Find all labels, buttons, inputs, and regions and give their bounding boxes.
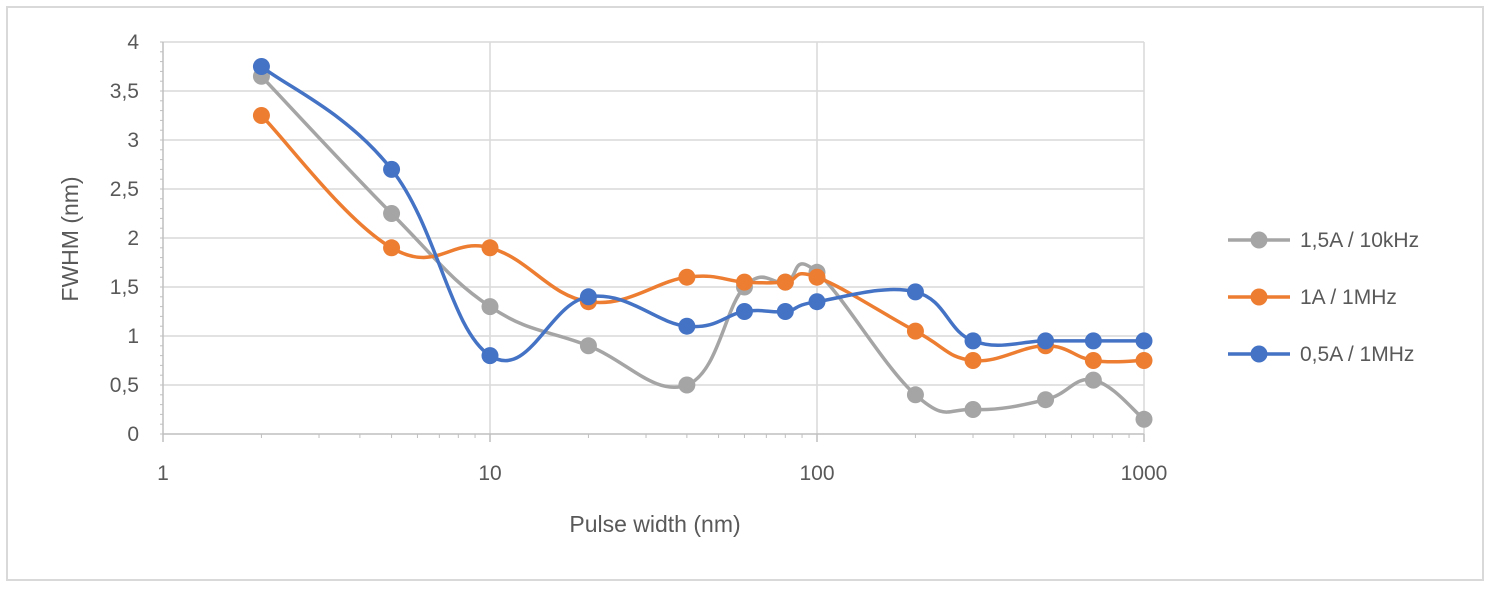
data-point — [678, 317, 696, 335]
data-point — [481, 239, 499, 257]
data-point — [252, 107, 270, 124]
data-point — [1084, 371, 1102, 389]
data-point — [579, 337, 597, 355]
data-point — [964, 332, 982, 350]
data-point — [481, 347, 499, 365]
legend-label: 1A / 1MHz — [1300, 286, 1397, 309]
y-tick-label: 4 — [127, 31, 139, 54]
x-tick-label: 10 — [478, 462, 501, 485]
legend-entry: 1A / 1MHz — [1228, 286, 1397, 309]
data-point — [964, 401, 982, 418]
y-tick-label: 1,5 — [110, 276, 139, 299]
data-point — [1135, 332, 1153, 350]
data-point — [481, 298, 499, 316]
series-line — [259, 74, 1146, 422]
series-layer — [252, 58, 1153, 428]
data-point — [1135, 352, 1153, 369]
series-2 — [252, 107, 1153, 369]
data-point — [906, 386, 924, 404]
legend-marker — [1250, 345, 1268, 363]
legend-entry: 0,5A / 1MHz — [1228, 343, 1414, 366]
legend-label: 1,5A / 10kHz — [1300, 229, 1419, 252]
data-point — [808, 268, 826, 286]
x-tick-label: 1 — [157, 462, 169, 485]
data-point — [776, 273, 794, 291]
x-tick-label: 100 — [799, 462, 834, 485]
x-axis-title: Pulse width (nm) — [569, 511, 740, 537]
grid-lines — [163, 41, 1145, 434]
y-tick-label: 2 — [127, 227, 139, 250]
y-tick-label: 0,5 — [110, 374, 139, 397]
data-point — [1037, 332, 1055, 350]
series-1 — [252, 67, 1153, 428]
data-point — [383, 239, 401, 257]
y-tick-label: 1 — [127, 325, 139, 348]
data-point — [579, 288, 597, 306]
tick-labels: 0 0,5 1 1,5 2 2,5 3 3,5 4 1 10 100 1000 — [110, 31, 1168, 485]
data-point — [735, 273, 753, 291]
legend: 1,5A / 10kHz 1A / 1MHz 0,5A / 1MHz — [1228, 229, 1419, 366]
series-3 — [252, 58, 1153, 365]
data-point — [383, 205, 401, 222]
y-axis-title: FWHM (nm) — [57, 176, 83, 301]
data-point — [383, 160, 401, 178]
data-point — [1135, 410, 1153, 428]
series-line — [259, 113, 1146, 364]
data-point — [1037, 391, 1055, 409]
y-tick-label: 2,5 — [110, 178, 139, 201]
data-point — [678, 376, 696, 394]
data-point — [735, 303, 753, 320]
data-point — [906, 322, 924, 340]
axes — [160, 41, 1145, 442]
legend-marker — [1250, 231, 1268, 249]
x-tick-label: 1000 — [1121, 462, 1168, 485]
data-point — [252, 58, 270, 75]
legend-label: 0,5A / 1MHz — [1300, 343, 1414, 366]
y-tick-label: 0 — [127, 423, 139, 446]
data-point — [678, 268, 696, 286]
legend-marker — [1250, 288, 1268, 306]
data-point — [1084, 352, 1102, 369]
data-point — [1084, 332, 1102, 350]
y-tick-label: 3 — [127, 129, 139, 152]
data-point — [964, 352, 982, 369]
data-point — [776, 303, 794, 320]
legend-entry: 1,5A / 10kHz — [1228, 229, 1419, 252]
data-point — [808, 293, 826, 311]
data-point — [906, 283, 924, 301]
y-tick-label: 3,5 — [110, 80, 139, 103]
